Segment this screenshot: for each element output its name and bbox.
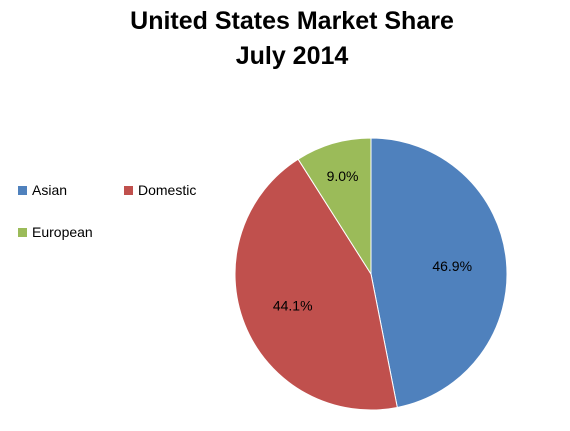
data-label-asian: 46.9% (432, 258, 472, 274)
legend-item-european: European (18, 224, 93, 240)
legend-swatch-domestic (124, 186, 133, 195)
legend-item-domestic: Domestic (124, 182, 196, 198)
chart-title: United States Market Share July 2014 (92, 4, 492, 74)
legend-label-domestic: Domestic (138, 182, 197, 198)
pie-slice-european (297, 137, 372, 276)
data-label-european: 9.0% (327, 168, 359, 184)
chart-legend: Asian Domestic European (18, 182, 218, 252)
legend-swatch-european (18, 228, 27, 237)
chart-title-line1: United States Market Share (130, 7, 454, 35)
legend-label-asian: Asian (32, 182, 68, 198)
data-label-domestic: 44.1% (273, 297, 313, 313)
legend-swatch-asian (18, 186, 27, 195)
pie-slice-domestic (234, 158, 398, 411)
chart-subtitle: July 2014 (235, 42, 349, 70)
pie-slice-asian (370, 137, 508, 409)
legend-label-european: European (32, 224, 93, 240)
legend-item-asian: Asian (18, 182, 67, 198)
